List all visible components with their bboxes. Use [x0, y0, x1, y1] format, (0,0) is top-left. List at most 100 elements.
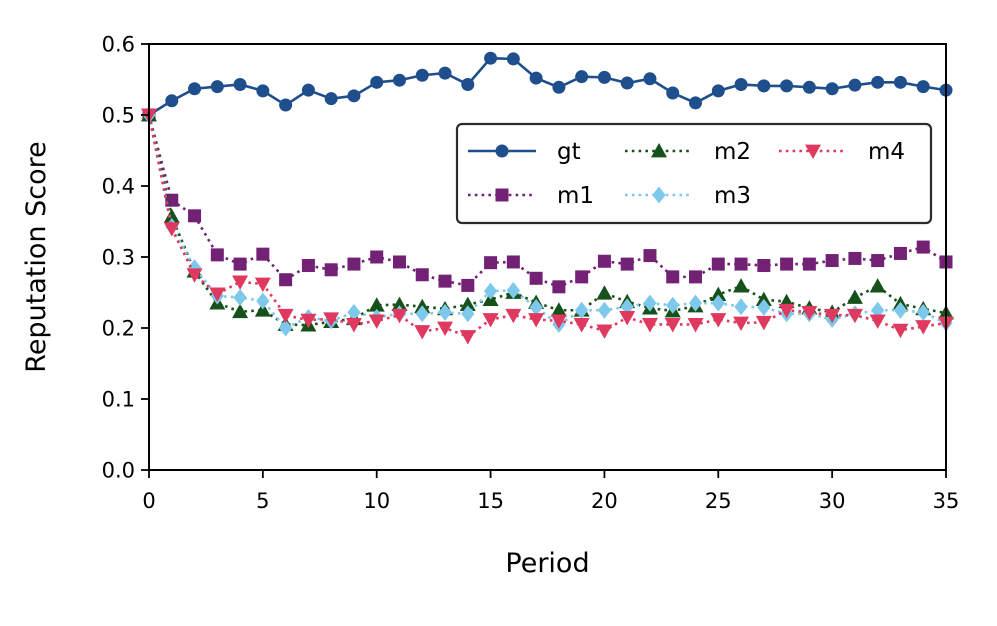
data-point-m1	[825, 254, 839, 268]
legend-box	[455, 122, 933, 225]
data-point-m1	[529, 271, 543, 285]
legend-item-gt: gt	[468, 139, 581, 165]
x-tick-label: 10	[363, 489, 390, 513]
data-point-m3	[278, 319, 293, 337]
x-tick-label: 15	[477, 489, 504, 513]
data-point-m4	[482, 313, 499, 328]
y-axis-label: Reputation Score	[21, 141, 52, 372]
data-point-m4	[778, 303, 795, 319]
y-tick-label: 0.0	[102, 459, 135, 483]
data-point-gt	[666, 86, 680, 100]
data-point-m1	[802, 257, 816, 271]
data-point-m2	[550, 302, 567, 317]
axis-ticks: 0 5 10 15 20 25 30 35 0.0 0.1 0.2 0.3 0.4 0.5 0.6	[102, 33, 960, 514]
data-point-m4	[323, 312, 340, 327]
data-point-m1	[552, 280, 566, 294]
data-point-m4	[345, 318, 362, 333]
data-point-m1	[484, 256, 498, 270]
data-point-m1	[415, 268, 429, 282]
plot-frame	[148, 43, 947, 471]
data-point-gt	[415, 68, 429, 82]
data-point-m3	[506, 281, 520, 299]
data-point-m2	[232, 303, 249, 319]
data-point-m2	[459, 296, 476, 311]
data-point-gt	[552, 80, 566, 94]
data-point-m1	[233, 257, 247, 271]
data-point-gt	[279, 98, 293, 112]
data-point-gt	[893, 75, 907, 89]
data-point-m3	[415, 305, 429, 323]
data-point-m1	[916, 240, 930, 254]
legend-label-m1: m1	[557, 183, 594, 209]
data-point-gt	[757, 79, 771, 93]
y-tick-label: 0.3	[102, 246, 135, 270]
data-point-gt	[256, 84, 270, 98]
x-tick-label: 25	[705, 489, 732, 513]
data-point-m4	[824, 308, 841, 324]
data-point-m1	[711, 257, 725, 271]
data-point-m1	[780, 257, 794, 271]
plot-area	[141, 51, 954, 345]
data-point-gt	[461, 77, 475, 91]
y-tick-label: 0.5	[102, 104, 135, 128]
data-point-gt	[643, 72, 657, 86]
data-point-gt	[620, 76, 634, 90]
data-point-m3	[575, 301, 589, 319]
data-point-m3	[233, 288, 247, 306]
data-point-m4	[687, 318, 704, 333]
data-point-gt	[529, 71, 543, 85]
data-point-gt	[711, 84, 725, 98]
data-point-gt	[689, 96, 703, 110]
data-point-gt	[825, 82, 839, 96]
data-point-m1	[871, 254, 885, 268]
data-point-m1	[370, 250, 384, 264]
data-point-m3	[347, 303, 361, 321]
x-tick-label: 35	[933, 489, 960, 513]
data-point-gt	[484, 51, 498, 65]
data-point-m1	[392, 255, 406, 269]
data-point-m1	[893, 246, 907, 260]
data-point-m4	[232, 275, 249, 290]
data-point-gt	[188, 82, 202, 96]
legend-marker-gt	[495, 144, 509, 158]
data-point-m4	[300, 313, 317, 329]
data-point-m4	[550, 314, 567, 329]
data-point-gt	[597, 70, 611, 84]
data-point-m4	[915, 320, 932, 335]
series-gt	[142, 51, 953, 122]
data-point-m2	[368, 297, 385, 312]
data-point-gt	[324, 92, 338, 106]
data-point-m1	[324, 263, 338, 277]
data-point-gt	[370, 75, 384, 89]
data-point-m3	[916, 303, 930, 321]
series-m4	[141, 108, 954, 345]
data-point-m1	[757, 259, 771, 273]
data-point-gt	[575, 70, 589, 84]
legend-item-m4: m4	[779, 139, 905, 165]
data-point-m4	[846, 308, 863, 324]
data-point-m3	[688, 294, 703, 312]
data-point-m4	[163, 222, 180, 237]
data-point-m3	[256, 292, 270, 310]
legend: gt m1 m2 m3 m4	[455, 122, 933, 225]
y-tick-label: 0.2	[102, 317, 135, 341]
data-point-m4	[254, 277, 271, 292]
data-point-m1	[506, 255, 520, 269]
data-point-m1	[301, 259, 315, 273]
data-point-m4	[414, 325, 431, 340]
data-point-gt	[165, 94, 179, 108]
data-point-m4	[733, 316, 750, 332]
data-point-m3	[734, 298, 748, 316]
data-point-m4	[596, 324, 613, 339]
data-point-m3	[529, 298, 543, 316]
legend-label-m2: m2	[714, 139, 751, 165]
data-point-m2	[846, 289, 863, 304]
data-point-m4	[368, 314, 385, 329]
data-point-gt	[233, 77, 247, 91]
data-point-m1	[347, 257, 361, 271]
data-point-gt	[916, 80, 930, 94]
data-point-m1	[461, 278, 475, 292]
data-point-m4	[664, 318, 681, 333]
data-point-m1	[643, 249, 657, 263]
